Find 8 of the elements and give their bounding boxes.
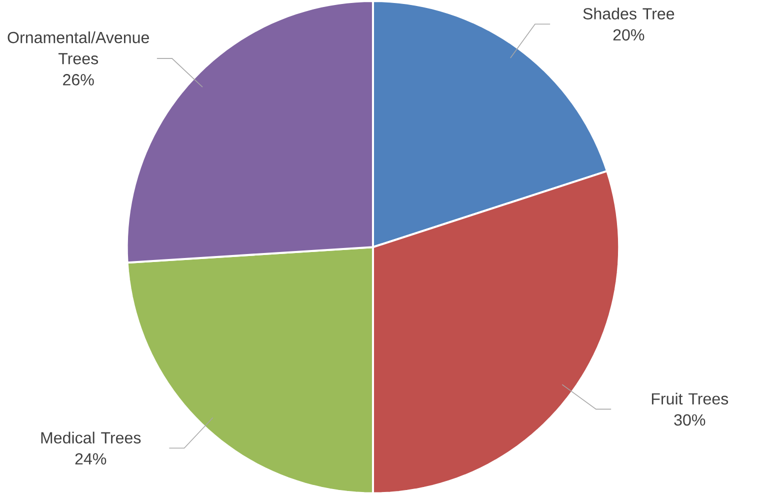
data-label: 26% [63, 74, 94, 86]
slice-label: Ornamental/Avenue Trees [8, 31, 149, 64]
data-label: 20% [613, 29, 644, 40]
slice-label: Shades Tree [583, 8, 674, 20]
data-label: 24% [75, 453, 106, 464]
slice-label: Medical Trees [41, 432, 141, 444]
slice-label: Fruit Trees [652, 392, 728, 404]
data-label: 30% [674, 414, 706, 426]
